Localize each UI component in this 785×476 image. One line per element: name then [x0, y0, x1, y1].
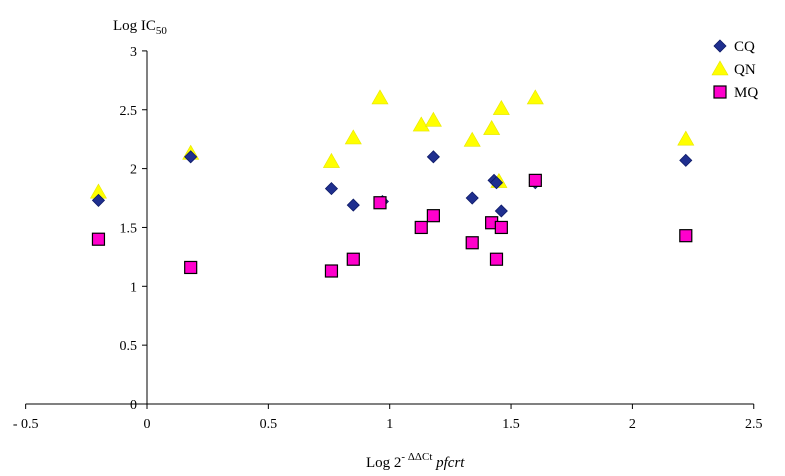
point-qn: [424, 111, 442, 127]
point-mq: [426, 209, 440, 223]
point-qn: [412, 116, 430, 132]
y-tick-label: 2: [130, 163, 137, 178]
point-qn: [483, 119, 501, 135]
point-qn: [344, 129, 362, 145]
x-tick-label: - 0.5: [13, 417, 39, 432]
x-tick-label: 2.5: [745, 417, 763, 432]
point-cq: [346, 198, 360, 212]
x-tick-label: 1: [386, 417, 393, 432]
legend-marker-qn: [711, 60, 729, 76]
point-qn: [371, 89, 389, 105]
y-tick-label: 1: [130, 280, 137, 295]
x-tick-label: 2: [629, 417, 636, 432]
point-mq: [373, 196, 387, 210]
legend-label-qn: QN: [734, 62, 756, 78]
series-cq: [91, 150, 693, 218]
y-axis-label: Log IC50: [113, 18, 167, 37]
y-tick-label: 3: [130, 45, 137, 60]
x-tick-label: 1.5: [502, 417, 520, 432]
point-cq: [91, 193, 106, 207]
point-mq: [91, 232, 106, 246]
legend-label-cq: CQ: [734, 39, 755, 55]
point-mq: [414, 220, 428, 235]
point-mq: [528, 173, 542, 187]
legend-marker-cq: [713, 39, 727, 53]
x-axis-label: Log 2- ΔΔCt pfcrt: [366, 451, 465, 471]
y-tick-label: 2.5: [120, 104, 138, 119]
y-tick-label: 0.5: [120, 339, 138, 354]
legend-label-mq: MQ: [734, 85, 758, 101]
x-axis-label-superscript: - ΔΔCt: [401, 451, 432, 463]
legend: CQ QN MQ: [711, 39, 758, 101]
point-mq: [324, 264, 339, 278]
axes: [25, 50, 755, 409]
point-cq: [465, 191, 479, 205]
point-qn: [463, 131, 481, 147]
point-cq: [494, 204, 508, 218]
data-points: [89, 89, 695, 278]
point-qn: [526, 89, 544, 105]
x-axis-label-base: Log 2: [366, 455, 401, 471]
point-mq: [465, 236, 479, 250]
legend-item-qn: QN: [711, 60, 756, 78]
y-tick-label: 0: [130, 398, 137, 413]
legend-marker-mq: [713, 85, 727, 99]
y-tick-labels: 0 0.5 1 1.5 2 2.5 3: [120, 45, 138, 413]
point-cq: [489, 176, 504, 190]
x-tick-labels: - 0.5 0 0.5 1 1.5 2 2.5: [13, 417, 763, 432]
point-cq: [426, 150, 440, 164]
legend-item-mq: MQ: [713, 85, 758, 101]
y-tick-label: 1.5: [120, 221, 138, 236]
point-mq: [679, 229, 693, 243]
x-tick-label: 0: [144, 417, 151, 432]
point-cq: [679, 153, 693, 167]
point-mq: [494, 220, 508, 235]
point-cq: [184, 150, 198, 164]
y-axis-label-subscript: 50: [156, 25, 168, 37]
point-qn: [492, 99, 510, 115]
point-qn: [677, 130, 695, 146]
legend-item-cq: CQ: [713, 39, 755, 55]
series-mq: [91, 173, 693, 278]
x-axis-label-gene: pfcrt: [432, 455, 465, 471]
series-qn: [89, 89, 695, 199]
x-tick-label: 0.5: [260, 417, 278, 432]
point-mq: [184, 260, 198, 275]
y-axis-label-main: Log IC: [113, 18, 156, 34]
point-qn: [322, 152, 340, 168]
point-mq: [489, 252, 504, 266]
point-mq: [346, 252, 360, 266]
point-cq: [324, 182, 339, 196]
